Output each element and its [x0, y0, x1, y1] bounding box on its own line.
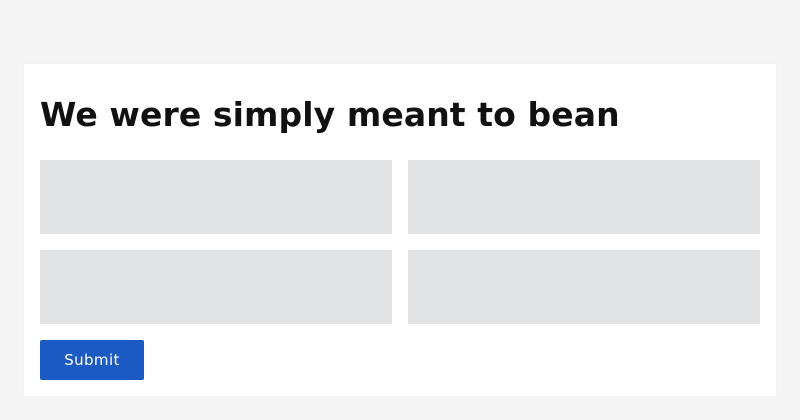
field-placeholder-4[interactable] — [408, 250, 760, 324]
field-placeholder-3[interactable] — [40, 250, 392, 324]
page-title: We were simply meant to bean — [40, 95, 620, 134]
form-card: We were simply meant to bean Submit — [24, 64, 776, 396]
field-grid — [40, 160, 760, 324]
field-placeholder-1[interactable] — [40, 160, 392, 234]
submit-button[interactable]: Submit — [40, 340, 144, 380]
field-placeholder-2[interactable] — [408, 160, 760, 234]
